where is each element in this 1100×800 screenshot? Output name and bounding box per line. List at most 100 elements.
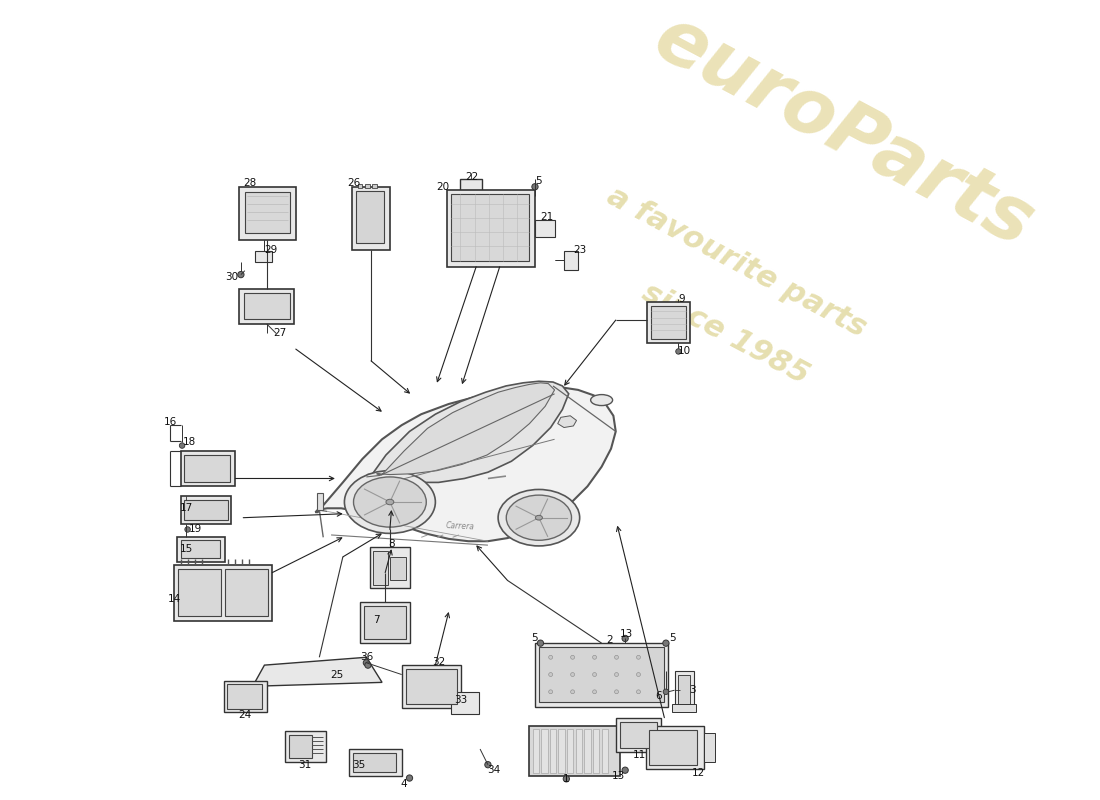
Text: 14: 14 xyxy=(167,594,180,604)
Text: Carrera: Carrera xyxy=(446,521,475,531)
Circle shape xyxy=(563,776,570,782)
Circle shape xyxy=(637,690,640,694)
Bar xyxy=(185,500,228,520)
Circle shape xyxy=(571,655,574,659)
Bar xyxy=(365,184,370,188)
Bar xyxy=(178,569,221,616)
Text: 13: 13 xyxy=(613,771,626,782)
Polygon shape xyxy=(376,383,554,474)
Circle shape xyxy=(531,184,538,190)
Text: 6: 6 xyxy=(656,691,662,702)
Circle shape xyxy=(571,673,574,677)
Circle shape xyxy=(593,673,596,677)
Text: a favourite parts: a favourite parts xyxy=(602,182,871,343)
Text: 11: 11 xyxy=(632,750,646,759)
Bar xyxy=(678,674,690,706)
Bar xyxy=(317,493,323,510)
Bar xyxy=(616,718,661,752)
Bar xyxy=(352,186,389,250)
Bar xyxy=(180,496,231,524)
Bar xyxy=(541,729,548,774)
Bar xyxy=(559,729,564,774)
Text: 13: 13 xyxy=(620,629,634,638)
Bar xyxy=(584,729,591,774)
Bar xyxy=(674,670,694,711)
Circle shape xyxy=(238,271,244,278)
Circle shape xyxy=(485,762,491,768)
Bar xyxy=(177,537,225,562)
Text: 20: 20 xyxy=(437,182,450,192)
Circle shape xyxy=(663,689,669,694)
Bar xyxy=(619,722,658,748)
Bar xyxy=(649,730,696,766)
Bar xyxy=(285,731,326,762)
Circle shape xyxy=(363,660,370,666)
Circle shape xyxy=(637,673,640,677)
Ellipse shape xyxy=(344,470,436,534)
Bar xyxy=(371,547,409,588)
Bar xyxy=(568,729,573,774)
Bar xyxy=(389,557,406,581)
Text: 9: 9 xyxy=(679,294,685,304)
Polygon shape xyxy=(316,387,616,542)
Bar xyxy=(226,569,268,616)
Bar xyxy=(240,289,294,324)
Text: 27: 27 xyxy=(274,329,287,338)
Bar xyxy=(353,753,396,772)
Polygon shape xyxy=(253,658,382,686)
Text: 18: 18 xyxy=(184,438,197,447)
Text: 28: 28 xyxy=(244,178,257,188)
Circle shape xyxy=(615,690,618,694)
Text: 34: 34 xyxy=(487,766,500,775)
Text: 25: 25 xyxy=(330,670,343,679)
Bar xyxy=(402,665,461,708)
Bar xyxy=(672,704,695,712)
Text: 22: 22 xyxy=(465,172,478,182)
Text: 36: 36 xyxy=(360,652,373,662)
Bar xyxy=(461,179,483,194)
Circle shape xyxy=(365,662,371,668)
Text: 5: 5 xyxy=(531,634,538,643)
Circle shape xyxy=(621,767,628,774)
Circle shape xyxy=(593,655,596,659)
Circle shape xyxy=(549,690,552,694)
Circle shape xyxy=(549,673,552,677)
Text: 4: 4 xyxy=(400,779,407,790)
Bar xyxy=(535,220,554,237)
Ellipse shape xyxy=(353,477,427,527)
Bar xyxy=(593,729,600,774)
Text: 3: 3 xyxy=(690,686,696,695)
Bar xyxy=(185,455,230,482)
Ellipse shape xyxy=(536,515,542,520)
Bar xyxy=(529,726,619,777)
Text: 16: 16 xyxy=(164,417,177,427)
Bar xyxy=(575,729,582,774)
Bar xyxy=(535,643,669,707)
Circle shape xyxy=(637,655,640,659)
Bar xyxy=(358,184,363,188)
Ellipse shape xyxy=(386,499,394,505)
Bar xyxy=(647,302,690,343)
Text: 5: 5 xyxy=(535,175,541,186)
Circle shape xyxy=(549,655,552,659)
Bar xyxy=(451,692,478,714)
Text: 7: 7 xyxy=(373,614,380,625)
Text: 32: 32 xyxy=(432,657,446,667)
Text: 23: 23 xyxy=(573,245,586,254)
Text: 33: 33 xyxy=(454,695,467,706)
Bar xyxy=(288,735,312,758)
Circle shape xyxy=(179,443,185,448)
Bar xyxy=(227,684,262,709)
Polygon shape xyxy=(366,382,569,482)
Text: 10: 10 xyxy=(678,346,691,357)
Text: euroParts: euroParts xyxy=(641,2,1045,263)
Bar xyxy=(372,184,376,188)
Bar xyxy=(406,669,458,704)
Text: 26: 26 xyxy=(348,178,361,188)
Ellipse shape xyxy=(506,495,572,540)
Text: 12: 12 xyxy=(692,767,705,778)
Bar xyxy=(550,729,557,774)
Bar xyxy=(602,729,608,774)
Circle shape xyxy=(615,673,618,677)
Bar xyxy=(349,749,403,776)
